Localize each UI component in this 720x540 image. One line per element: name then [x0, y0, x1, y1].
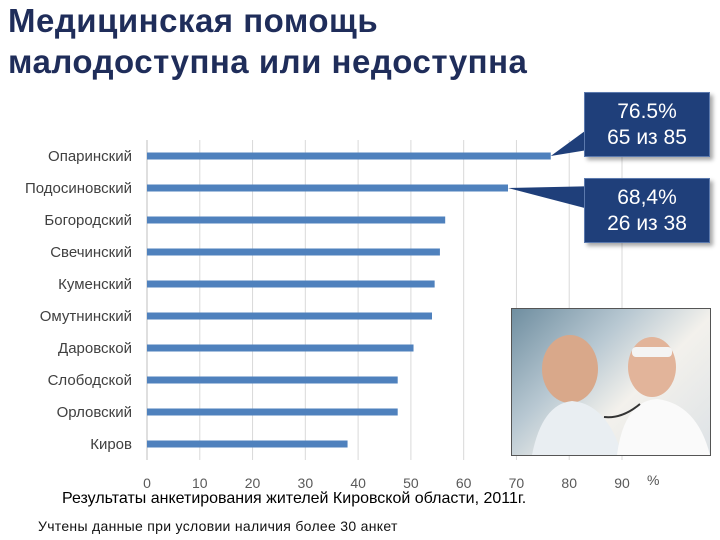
doctor-coat — [617, 399, 710, 455]
x-tick-label: 50 — [403, 475, 419, 491]
bar-layer — [147, 152, 551, 448]
category-label: Свечинский — [50, 244, 132, 261]
category-label: Богородский — [44, 212, 132, 229]
x-tick-label: 60 — [456, 475, 472, 491]
bar — [147, 312, 432, 320]
x-tick-label: 30 — [298, 475, 314, 491]
category-label-layer: Опаринский Подосиновский Богородский Свечин… — [25, 148, 132, 453]
bar — [147, 376, 398, 384]
callout-pointer — [508, 186, 600, 212]
category-label: Киров — [90, 436, 132, 453]
stethoscope-icon — [603, 403, 641, 419]
bar — [147, 248, 440, 256]
slide-title: Медицинская помощь малодоступна или недо… — [8, 0, 668, 82]
category-label: Подосиновский — [25, 180, 132, 197]
x-axis-unit: % — [647, 472, 660, 488]
tick-label-layer: 0 10 20 30 40 50 60 70 80 90 — [143, 475, 630, 491]
x-tick-label: 40 — [350, 475, 366, 491]
bar — [147, 184, 508, 192]
data-note: Учтены данные при условии наличия более … — [38, 518, 398, 534]
category-label: Куменский — [58, 276, 132, 293]
doctor-hair — [632, 347, 672, 357]
x-tick-label: 0 — [143, 475, 151, 491]
title-line-2: малодоступна или недоступна — [8, 43, 528, 80]
doctor-patient-photo — [511, 308, 711, 456]
bar — [147, 152, 551, 160]
bar — [147, 440, 348, 448]
bar — [147, 344, 414, 352]
survey-footnote: Результаты анкетирования жителей Кировск… — [62, 490, 527, 507]
x-tick-label: 80 — [561, 475, 577, 491]
x-tick-label: 70 — [509, 475, 525, 491]
x-tick-label: 10 — [192, 475, 208, 491]
callout-oparinsky: 76.5% 65 из 85 — [584, 92, 710, 157]
patient-gown — [532, 401, 622, 455]
category-label: Орловский — [57, 404, 132, 421]
title-line-1: Медицинская помощь — [8, 2, 379, 39]
category-label: Омутнинский — [40, 308, 132, 325]
patient-head — [542, 335, 598, 403]
callout-count: 65 из 85 — [607, 125, 687, 149]
bar — [147, 216, 446, 224]
x-tick-label: 90 — [614, 475, 630, 491]
callout-percent: 68,4% — [617, 185, 677, 209]
bar — [147, 408, 398, 416]
callout-podosinovsky: 68,4% 26 из 38 — [584, 178, 710, 243]
category-label: Слободской — [48, 372, 132, 389]
callout-count: 26 из 38 — [607, 211, 687, 235]
category-label: Опаринский — [48, 148, 132, 165]
category-label: Даровской — [58, 340, 132, 357]
bar — [147, 280, 435, 288]
callout-percent: 76.5% — [617, 99, 677, 123]
photo-illustration — [532, 335, 710, 455]
x-tick-label: 20 — [245, 475, 261, 491]
doctor-head — [628, 337, 676, 397]
